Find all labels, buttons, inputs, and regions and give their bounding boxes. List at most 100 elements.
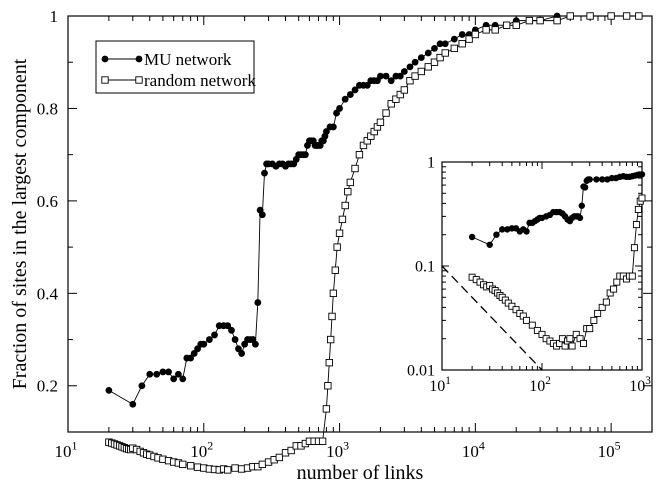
legend-label: random network bbox=[144, 71, 256, 90]
main-data-point bbox=[224, 467, 230, 473]
main-data-point bbox=[345, 188, 351, 194]
main-data-point bbox=[339, 216, 345, 222]
inset-y-tick-label: 0.01 bbox=[407, 363, 435, 380]
main-data-point bbox=[211, 332, 218, 339]
main-data-point bbox=[332, 267, 338, 273]
main-y-tick-label: 1 bbox=[50, 7, 59, 26]
main-data-point bbox=[608, 13, 614, 19]
main-data-point bbox=[179, 375, 186, 382]
main-data-point bbox=[165, 369, 172, 376]
inset-data-point bbox=[593, 176, 599, 182]
main-data-point bbox=[329, 313, 335, 319]
main-data-point bbox=[503, 22, 509, 28]
inset-data-point bbox=[629, 273, 635, 279]
main-data-point bbox=[129, 401, 136, 408]
inset-data-point bbox=[587, 326, 593, 332]
x-axis-title: number of links bbox=[297, 462, 424, 484]
inset-y-tick-label: 0.1 bbox=[415, 259, 435, 276]
inset-plot: 101 102 103 0.01 0.1 1 bbox=[407, 155, 651, 395]
main-data-point bbox=[636, 13, 642, 19]
main-data-point bbox=[377, 119, 383, 125]
main-data-point bbox=[261, 170, 268, 177]
main-data-point bbox=[342, 202, 348, 208]
main-data-point bbox=[347, 179, 353, 185]
legend-label: MU network bbox=[144, 50, 232, 69]
main-y-tick-label: 0.2 bbox=[37, 377, 58, 396]
main-data-point bbox=[327, 336, 333, 342]
main-y-tick-label: 0.8 bbox=[37, 99, 58, 118]
main-data-point bbox=[254, 299, 261, 306]
main-data-point bbox=[513, 22, 519, 28]
main-data-point bbox=[451, 45, 457, 51]
main-data-point bbox=[356, 151, 362, 157]
main-data-point bbox=[232, 465, 238, 471]
inset-data-point bbox=[639, 171, 645, 177]
main-data-point bbox=[138, 382, 145, 389]
main-data-point bbox=[194, 464, 200, 470]
main-data-point bbox=[336, 105, 343, 112]
main-data-point bbox=[412, 59, 419, 66]
main-data-point bbox=[352, 165, 358, 171]
main-data-point bbox=[451, 36, 458, 43]
main-data-point bbox=[472, 31, 478, 37]
legend-marker bbox=[136, 77, 142, 83]
inset-data-point bbox=[582, 184, 588, 190]
main-data-point bbox=[276, 454, 282, 460]
inset-data-point bbox=[635, 206, 641, 212]
main-x-tick-label: 104 bbox=[462, 438, 485, 461]
inset-x-tick-label: 102 bbox=[529, 375, 551, 395]
main-data-point bbox=[431, 45, 438, 52]
inset-data-point bbox=[577, 215, 583, 221]
main-data-point bbox=[401, 87, 407, 93]
main-data-point bbox=[326, 359, 332, 365]
main-data-point bbox=[200, 341, 207, 348]
main-data-point bbox=[238, 350, 245, 357]
inset-background bbox=[442, 162, 642, 370]
inset-data-point bbox=[493, 231, 499, 237]
main-y-tick-label: 0.6 bbox=[37, 192, 58, 211]
inset-data-point bbox=[487, 242, 493, 248]
main-data-point bbox=[526, 17, 532, 23]
inset-data-point bbox=[595, 310, 601, 316]
main-data-point bbox=[206, 336, 213, 343]
inset-data-point bbox=[580, 340, 586, 346]
main-data-point bbox=[302, 151, 309, 158]
main-data-point bbox=[319, 438, 325, 444]
inset-data-point bbox=[591, 317, 597, 323]
main-data-point bbox=[336, 230, 342, 236]
main-data-point bbox=[412, 73, 418, 79]
main-data-point bbox=[425, 64, 431, 70]
main-data-point bbox=[259, 461, 265, 467]
main-x-tick-label: 103 bbox=[326, 438, 349, 461]
legend-marker bbox=[136, 56, 143, 63]
main-data-point bbox=[418, 68, 424, 74]
legend: MU network random network bbox=[96, 41, 256, 93]
inset-data-point bbox=[603, 299, 609, 305]
main-data-point bbox=[623, 13, 629, 19]
main-data-point bbox=[325, 383, 331, 389]
inset-data-point bbox=[523, 317, 529, 323]
legend-marker bbox=[102, 56, 109, 63]
main-data-point bbox=[537, 17, 543, 23]
main-data-point bbox=[554, 17, 560, 23]
main-x-tick-label: 101 bbox=[55, 438, 78, 461]
main-data-point bbox=[425, 50, 432, 57]
inset-data-point bbox=[469, 234, 475, 240]
main-data-point bbox=[323, 406, 329, 412]
inset-data-point bbox=[569, 343, 575, 349]
main-data-point bbox=[483, 27, 489, 33]
main-data-point bbox=[383, 73, 390, 80]
inset-data-point bbox=[639, 195, 645, 201]
main-data-point bbox=[383, 110, 389, 116]
main-data-point bbox=[342, 96, 349, 103]
inset-data-point bbox=[579, 203, 585, 209]
inset-data-point bbox=[611, 286, 617, 292]
main-data-point bbox=[442, 50, 448, 56]
main-data-point bbox=[330, 124, 337, 131]
main-data-point bbox=[228, 327, 235, 334]
main-data-point bbox=[466, 36, 472, 42]
main-data-point bbox=[418, 54, 425, 61]
main-data-point bbox=[334, 244, 340, 250]
main-data-point bbox=[146, 371, 153, 378]
